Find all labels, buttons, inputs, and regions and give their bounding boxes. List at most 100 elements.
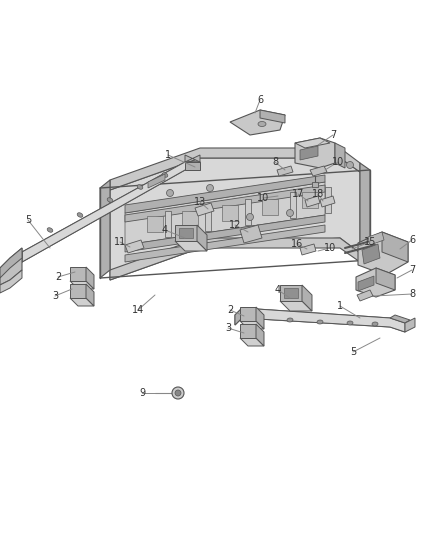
Polygon shape xyxy=(70,281,94,289)
Polygon shape xyxy=(302,192,318,208)
Circle shape xyxy=(206,184,213,191)
Polygon shape xyxy=(70,298,94,306)
Polygon shape xyxy=(86,284,94,306)
Polygon shape xyxy=(245,199,251,225)
Polygon shape xyxy=(205,205,211,231)
Polygon shape xyxy=(300,146,318,160)
Polygon shape xyxy=(0,270,22,293)
Polygon shape xyxy=(70,284,86,298)
Text: 14: 14 xyxy=(132,305,144,315)
Circle shape xyxy=(166,190,173,197)
Polygon shape xyxy=(310,166,327,176)
Circle shape xyxy=(172,387,184,399)
Polygon shape xyxy=(295,138,330,148)
Polygon shape xyxy=(256,324,264,346)
Polygon shape xyxy=(125,215,325,252)
Polygon shape xyxy=(260,110,285,123)
Polygon shape xyxy=(125,240,144,253)
Polygon shape xyxy=(240,321,264,329)
Text: 16: 16 xyxy=(291,239,303,249)
Text: 12: 12 xyxy=(229,220,241,230)
Polygon shape xyxy=(240,225,262,243)
Polygon shape xyxy=(222,205,238,221)
Polygon shape xyxy=(358,232,408,275)
Text: 15: 15 xyxy=(364,237,376,247)
Text: 7: 7 xyxy=(330,130,336,140)
Polygon shape xyxy=(0,248,22,285)
Text: 10: 10 xyxy=(332,157,344,167)
Polygon shape xyxy=(22,162,200,262)
Ellipse shape xyxy=(287,318,293,322)
Polygon shape xyxy=(312,182,318,187)
Text: 4: 4 xyxy=(275,285,281,295)
Polygon shape xyxy=(125,185,325,222)
Text: 10: 10 xyxy=(324,243,336,253)
Text: 8: 8 xyxy=(272,157,278,167)
Ellipse shape xyxy=(47,228,53,232)
Polygon shape xyxy=(70,267,86,281)
Ellipse shape xyxy=(77,213,83,217)
Polygon shape xyxy=(182,211,198,227)
Text: 5: 5 xyxy=(25,215,31,225)
Text: 1: 1 xyxy=(337,301,343,311)
Polygon shape xyxy=(256,307,264,329)
Polygon shape xyxy=(390,315,410,323)
Polygon shape xyxy=(242,308,405,332)
Polygon shape xyxy=(300,244,316,255)
Ellipse shape xyxy=(347,321,353,325)
Polygon shape xyxy=(110,158,360,280)
Ellipse shape xyxy=(372,322,378,326)
Text: 18: 18 xyxy=(312,189,324,199)
Polygon shape xyxy=(320,196,335,207)
Polygon shape xyxy=(100,180,110,278)
Polygon shape xyxy=(235,308,242,325)
Ellipse shape xyxy=(258,122,266,126)
Polygon shape xyxy=(382,232,408,262)
Polygon shape xyxy=(240,338,264,346)
Text: 3: 3 xyxy=(225,323,231,333)
Polygon shape xyxy=(362,244,380,264)
Polygon shape xyxy=(110,238,360,280)
Polygon shape xyxy=(175,241,207,251)
Circle shape xyxy=(175,390,181,396)
Text: 1: 1 xyxy=(165,150,171,160)
Circle shape xyxy=(286,209,293,216)
Circle shape xyxy=(247,214,254,221)
Circle shape xyxy=(346,161,353,168)
Text: 13: 13 xyxy=(194,197,206,207)
Polygon shape xyxy=(185,155,200,162)
Text: 4: 4 xyxy=(162,225,168,235)
Text: 7: 7 xyxy=(409,265,415,275)
Polygon shape xyxy=(148,174,165,188)
Polygon shape xyxy=(335,143,345,168)
Polygon shape xyxy=(295,138,335,168)
Ellipse shape xyxy=(137,185,143,189)
Polygon shape xyxy=(290,192,296,218)
Polygon shape xyxy=(358,276,374,291)
Polygon shape xyxy=(147,216,163,232)
Text: 8: 8 xyxy=(409,289,415,299)
Polygon shape xyxy=(197,225,207,251)
Text: 5: 5 xyxy=(350,347,356,357)
Polygon shape xyxy=(179,228,193,238)
Ellipse shape xyxy=(162,173,168,177)
Ellipse shape xyxy=(317,320,323,324)
Polygon shape xyxy=(230,110,285,135)
Polygon shape xyxy=(235,308,405,332)
Polygon shape xyxy=(125,175,325,213)
Polygon shape xyxy=(240,307,256,321)
Polygon shape xyxy=(240,324,256,338)
Polygon shape xyxy=(357,290,373,301)
Polygon shape xyxy=(405,318,415,332)
Polygon shape xyxy=(195,203,214,216)
Text: 6: 6 xyxy=(257,95,263,105)
Polygon shape xyxy=(110,148,360,190)
Polygon shape xyxy=(15,252,22,268)
Polygon shape xyxy=(284,288,298,298)
Polygon shape xyxy=(360,163,370,260)
Polygon shape xyxy=(185,162,200,170)
Polygon shape xyxy=(125,225,325,262)
Polygon shape xyxy=(376,268,395,290)
Text: 6: 6 xyxy=(409,235,415,245)
Text: 11: 11 xyxy=(114,237,126,247)
